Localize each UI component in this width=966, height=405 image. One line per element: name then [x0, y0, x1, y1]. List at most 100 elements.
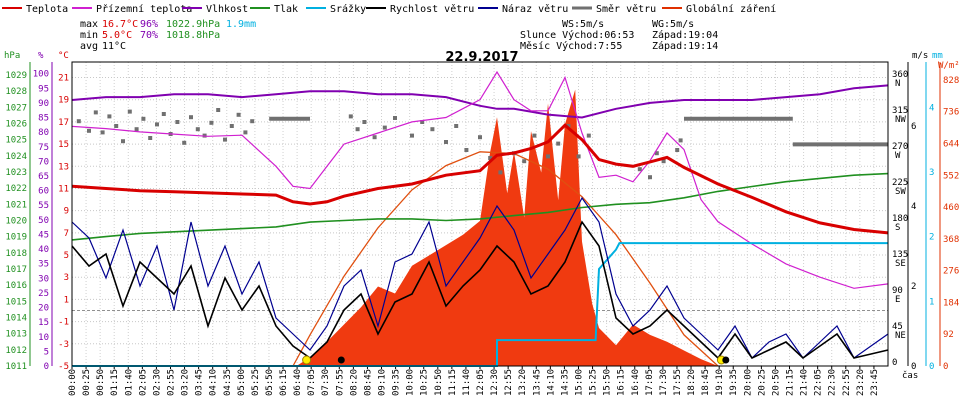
wind-direction-point [546, 154, 550, 159]
x-tick-label: 10:50 [434, 369, 444, 396]
pressure-tick-label: 1015 [5, 297, 27, 307]
wind-direction-point [195, 127, 200, 132]
direction-tick-compass: SE [895, 259, 906, 269]
direction-tick-compass: S [895, 223, 900, 233]
wind-direction-point [362, 120, 367, 124]
x-tick-label: 07:55 [335, 369, 345, 396]
wind-direction-point [127, 109, 132, 114]
x-tick-label: 02:05 [138, 369, 148, 396]
legend: Teplota Přízemní teplota Vlhkost Tlak Sr… [2, 3, 776, 15]
wind-direction-point [161, 112, 166, 116]
humidity-tick-label: 5 [44, 347, 49, 357]
x-tick-label: 11:40 [462, 369, 472, 396]
sun-marker [302, 355, 312, 365]
humidity-tick-label: 50 [38, 216, 49, 226]
direction-tick-degrees: 225 [892, 178, 908, 188]
pressure-tick-label: 1011 [5, 362, 27, 372]
legend-item-pressure[interactable]: Tlak [250, 4, 298, 15]
radiation-clear-sky-line [292, 151, 719, 367]
stats-max-rain: 1.9mm [226, 19, 256, 30]
x-tick-label: 14:35 [560, 369, 570, 396]
moon-marker [722, 356, 730, 364]
legend-item-radiation[interactable]: Globální záření [662, 3, 776, 15]
stats-min-temp: 5.0°C [102, 30, 132, 41]
x-tick-label: 09:35 [392, 369, 402, 396]
wind-direction-point [134, 127, 139, 132]
radiation-tick-label: 276 [943, 267, 959, 277]
humidity-tick-label: 20 [38, 304, 49, 314]
x-tick-label: 17:30 [659, 369, 669, 396]
x-tick-label: 01:15 [110, 369, 120, 396]
direction-tick-compass: NE [895, 331, 906, 341]
radiation-tick-label: 736 [943, 108, 959, 118]
x-tick-label: 21:15 [786, 369, 796, 396]
humidity-tick-label: 35 [38, 260, 49, 270]
pressure-tick-label: 1027 [5, 103, 27, 113]
x-tick-label: 18:20 [687, 369, 697, 396]
radiation-tick-label: 644 [943, 140, 959, 150]
pressure-tick-label: 1028 [5, 87, 27, 97]
x-tick-label: 03:20 [181, 369, 191, 396]
line-series [71, 70, 889, 367]
x-tick-label: 15:25 [589, 369, 599, 396]
x-tick-label: 00:50 [96, 369, 106, 396]
x-tick-label: 18:45 [701, 369, 711, 396]
pressure-tick-label: 1019 [5, 233, 27, 243]
stats-max-temp: 16.7°C [102, 19, 138, 30]
stats-block: max 16.7°C 96% 1022.9hPa 1.9mm min 5.0°C… [80, 19, 256, 52]
wind-tick-label: 0 [911, 362, 916, 372]
x-tick-label: 06:15 [279, 369, 289, 396]
legend-item-wind-speed[interactable]: Rychlost větru [366, 3, 474, 15]
wind-direction-point [478, 135, 482, 140]
x-tick-label: 21:40 [800, 369, 810, 396]
x-tick-label: 07:30 [321, 369, 331, 396]
direction-tick-degrees: 135 [892, 250, 908, 260]
x-tick-label: 07:05 [307, 369, 317, 396]
moonrise-text: Měsíc Východ:7:55 [520, 40, 622, 52]
direction-tick-degrees: 270 [892, 142, 908, 152]
x-tick-label: 22:55 [842, 369, 852, 396]
wind-direction-point [675, 148, 680, 152]
wind-direction-point [393, 116, 397, 120]
temperature-tick-label: -1 [58, 318, 69, 328]
moon-marker [337, 356, 345, 364]
x-tick-label: 12:05 [476, 369, 486, 396]
wind-direction-point [532, 133, 537, 138]
legend-item-wind-direction[interactable]: Směr větru [572, 3, 656, 15]
x-tick-label: 04:10 [209, 369, 219, 396]
temperature-tick-label: 21 [58, 74, 69, 84]
wind-direction-point [648, 175, 652, 180]
radiation-area [296, 89, 718, 366]
legend-item-ground-temperature[interactable]: Přízemní teplota [72, 3, 192, 15]
temperature-tick-label: -5 [58, 362, 69, 372]
x-tick-label: 05:25 [251, 369, 261, 396]
direction-tick-compass: E [895, 295, 900, 305]
legend-item-humidity[interactable]: Vlhkost [182, 4, 248, 15]
stats-max-pressure: 1022.9hPa [166, 19, 220, 30]
wind-direction-point [410, 133, 414, 138]
pressure-tick-label: 1021 [5, 200, 27, 210]
stats-avg-label: avg [80, 41, 98, 52]
pressure-tick-label: 1017 [5, 265, 27, 275]
radiation-tick-label: 828 [943, 76, 959, 86]
x-tick-label: 13:45 [532, 369, 542, 396]
pressure-tick-label: 1018 [5, 249, 27, 259]
x-tick-label: 23:20 [856, 369, 866, 396]
wind-direction-point [498, 170, 503, 175]
x-tick-label: 09:10 [378, 369, 388, 396]
pressure-tick-label: 1029 [5, 71, 27, 81]
legend-label: Směr větru [596, 3, 656, 15]
temperature-tick-label: 19 [58, 96, 69, 106]
legend-item-temperature[interactable]: Teplota [2, 4, 68, 15]
wind-direction-point [121, 139, 125, 144]
legend-item-wind-gust[interactable]: Náraz větru [478, 3, 568, 15]
x-tick-label: 22:05 [814, 369, 824, 396]
humidity-tick-label: 70 [38, 157, 49, 167]
x-tick-label: 16:15 [617, 369, 627, 396]
wind-direction-point [182, 140, 187, 145]
x-tick-label: 02:30 [152, 369, 162, 396]
x-tick-label: 05:00 [237, 369, 247, 396]
wind-direction-point [216, 108, 221, 112]
legend-item-rain[interactable]: Srážky [306, 3, 366, 15]
x-tick-label: 14:10 [546, 369, 556, 396]
